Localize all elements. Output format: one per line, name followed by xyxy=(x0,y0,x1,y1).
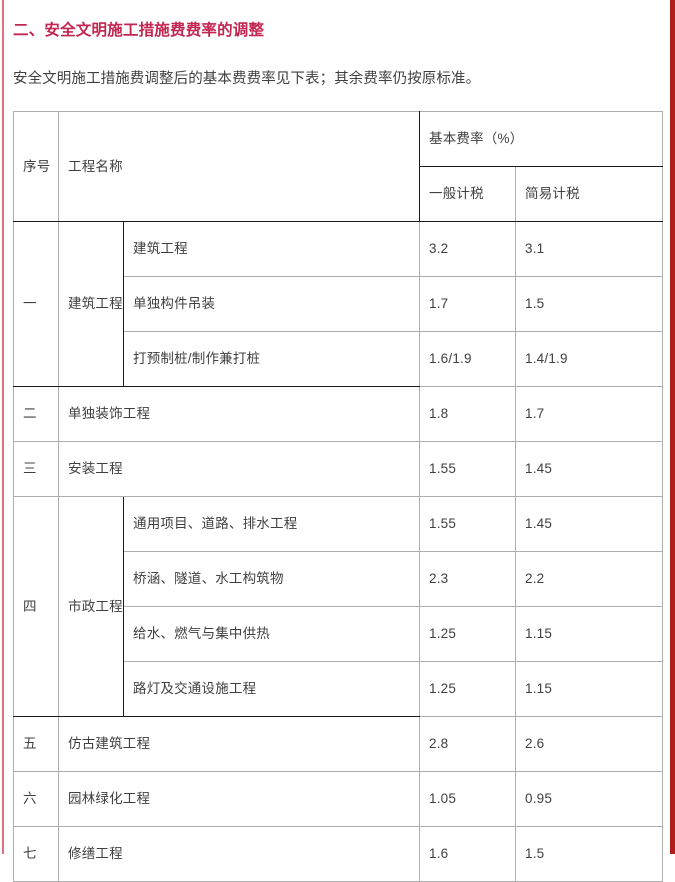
table-body: 一建筑工程 建筑工程 3.2 3.1 单独构件吊装 1.7 1.5 打预制桩/制作兼打桩 1.6… xyxy=(13,221,663,882)
cell-group-name: 市政工程 xyxy=(58,496,124,718)
cell-general-tax-rate: 1.6/1.9 xyxy=(419,331,516,388)
cell-row-number: 四 xyxy=(13,496,59,718)
cell-general-tax-rate: 2.8 xyxy=(419,716,516,773)
cell-general-tax-rate: 1.05 xyxy=(419,771,516,828)
cell-simple-tax-rate: 2.2 xyxy=(515,551,663,608)
page-title: 二、安全文明施工措施费费率的调整 xyxy=(13,22,265,39)
cell-row-number: 二 xyxy=(13,386,59,443)
cell-simple-tax-rate: 1.5 xyxy=(515,276,663,333)
column-header-simple-tax: 简易计税 xyxy=(515,166,663,223)
cell-simple-tax-rate: 1.15 xyxy=(515,661,663,718)
cell-row-number: 五 xyxy=(13,716,59,773)
cell-project-name: 修缮工程 xyxy=(58,826,420,882)
cell-project-name: 单独装饰工程 xyxy=(58,386,420,443)
cell-row-number: 三 xyxy=(13,441,59,498)
table-header-row-1: 序号 工程名称 基本费率（%） xyxy=(13,111,663,223)
cell-simple-tax-rate: 1.7 xyxy=(515,386,663,443)
cell-simple-tax-rate: 1.15 xyxy=(515,606,663,663)
cell-project-name: 安装工程 xyxy=(58,441,420,498)
cell-general-tax-rate: 1.25 xyxy=(419,606,516,663)
cell-general-tax-rate: 2.3 xyxy=(419,551,516,608)
cell-project-name: 建筑工程 xyxy=(123,221,420,278)
table-row: 给水、燃气与集中供热 1.25 1.15 xyxy=(14,606,663,663)
cell-row-number: 七 xyxy=(13,826,59,882)
left-edge-rule xyxy=(2,0,4,854)
intro-paragraph: 安全文明施工措施费调整后的基本费费率见下表；其余费率仍按原标准。 xyxy=(13,71,481,88)
cell-simple-tax-rate: 3.1 xyxy=(515,221,663,278)
cell-simple-tax-rate: 0.95 xyxy=(515,771,663,828)
table-row: 五仿古建筑工程 2.8 2.6 xyxy=(13,716,663,773)
cell-general-tax-rate: 1.55 xyxy=(419,496,516,553)
document-page: 二、安全文明施工措施费费率的调整 安全文明施工措施费调整后的基本费费率见下表；其… xyxy=(13,22,663,882)
table-row: 打预制桩/制作兼打桩 1.6/1.9 1.4/1.9 xyxy=(14,331,663,388)
rate-table-container: 序号 工程名称 基本费率（%） 一般计税 简易计税 一建筑工程 建筑工程 3.2 3.… xyxy=(13,111,663,882)
table-row: 六园林绿化工程 1.05 0.95 xyxy=(13,771,663,828)
column-header-general-tax: 一般计税 xyxy=(419,166,516,223)
cell-general-tax-rate: 1.55 xyxy=(419,441,516,498)
cell-general-tax-rate: 1.6 xyxy=(419,826,516,882)
cell-project-name: 给水、燃气与集中供热 xyxy=(123,606,420,663)
table-row: 一建筑工程 建筑工程 3.2 3.1 xyxy=(13,221,663,388)
table-row: 桥涵、隧道、水工构筑物 2.3 2.2 xyxy=(14,551,663,608)
table-row: 单独构件吊装 1.7 1.5 xyxy=(14,276,663,333)
table-row: 七修缮工程 1.6 1.5 xyxy=(13,826,663,882)
cell-simple-tax-rate: 1.45 xyxy=(515,496,663,553)
cell-general-tax-rate: 1.25 xyxy=(419,661,516,718)
cell-project-name: 打预制桩/制作兼打桩 xyxy=(123,331,420,388)
table-row: 四市政工程 通用项目、道路、排水工程 1.55 1.45 xyxy=(13,496,663,718)
cell-project-name: 桥涵、隧道、水工构筑物 xyxy=(123,551,420,608)
cell-project-name: 路灯及交通设施工程 xyxy=(123,661,420,718)
right-edge-bar xyxy=(670,0,675,854)
cell-simple-tax-rate: 1.5 xyxy=(515,826,663,882)
cell-row-number: 一 xyxy=(13,221,59,388)
cell-row-number: 六 xyxy=(13,771,59,828)
cell-general-tax-rate: 3.2 xyxy=(419,221,516,278)
table-row: 三安装工程 1.55 1.45 xyxy=(13,441,663,498)
cell-general-tax-rate: 1.8 xyxy=(419,386,516,443)
rate-table: 序号 工程名称 基本费率（%） 一般计税 简易计税 一建筑工程 建筑工程 3.2 3.… xyxy=(13,111,663,882)
table-row: 二单独装饰工程 1.8 1.7 xyxy=(13,386,663,443)
column-header-rate-group: 基本费率（%） xyxy=(419,111,663,168)
table-header: 序号 工程名称 基本费率（%） 一般计税 简易计税 xyxy=(13,111,663,223)
cell-simple-tax-rate: 2.6 xyxy=(515,716,663,773)
cell-general-tax-rate: 1.7 xyxy=(419,276,516,333)
cell-group-name: 建筑工程 xyxy=(58,221,124,388)
cell-simple-tax-rate: 1.4/1.9 xyxy=(515,331,663,388)
column-header-name: 工程名称 xyxy=(58,111,420,223)
cell-simple-tax-rate: 1.45 xyxy=(515,441,663,498)
column-header-no: 序号 xyxy=(13,111,59,223)
cell-project-name: 仿古建筑工程 xyxy=(58,716,420,773)
cell-project-name: 通用项目、道路、排水工程 xyxy=(123,496,420,553)
cell-project-name: 单独构件吊装 xyxy=(123,276,420,333)
cell-project-name: 园林绿化工程 xyxy=(58,771,420,828)
